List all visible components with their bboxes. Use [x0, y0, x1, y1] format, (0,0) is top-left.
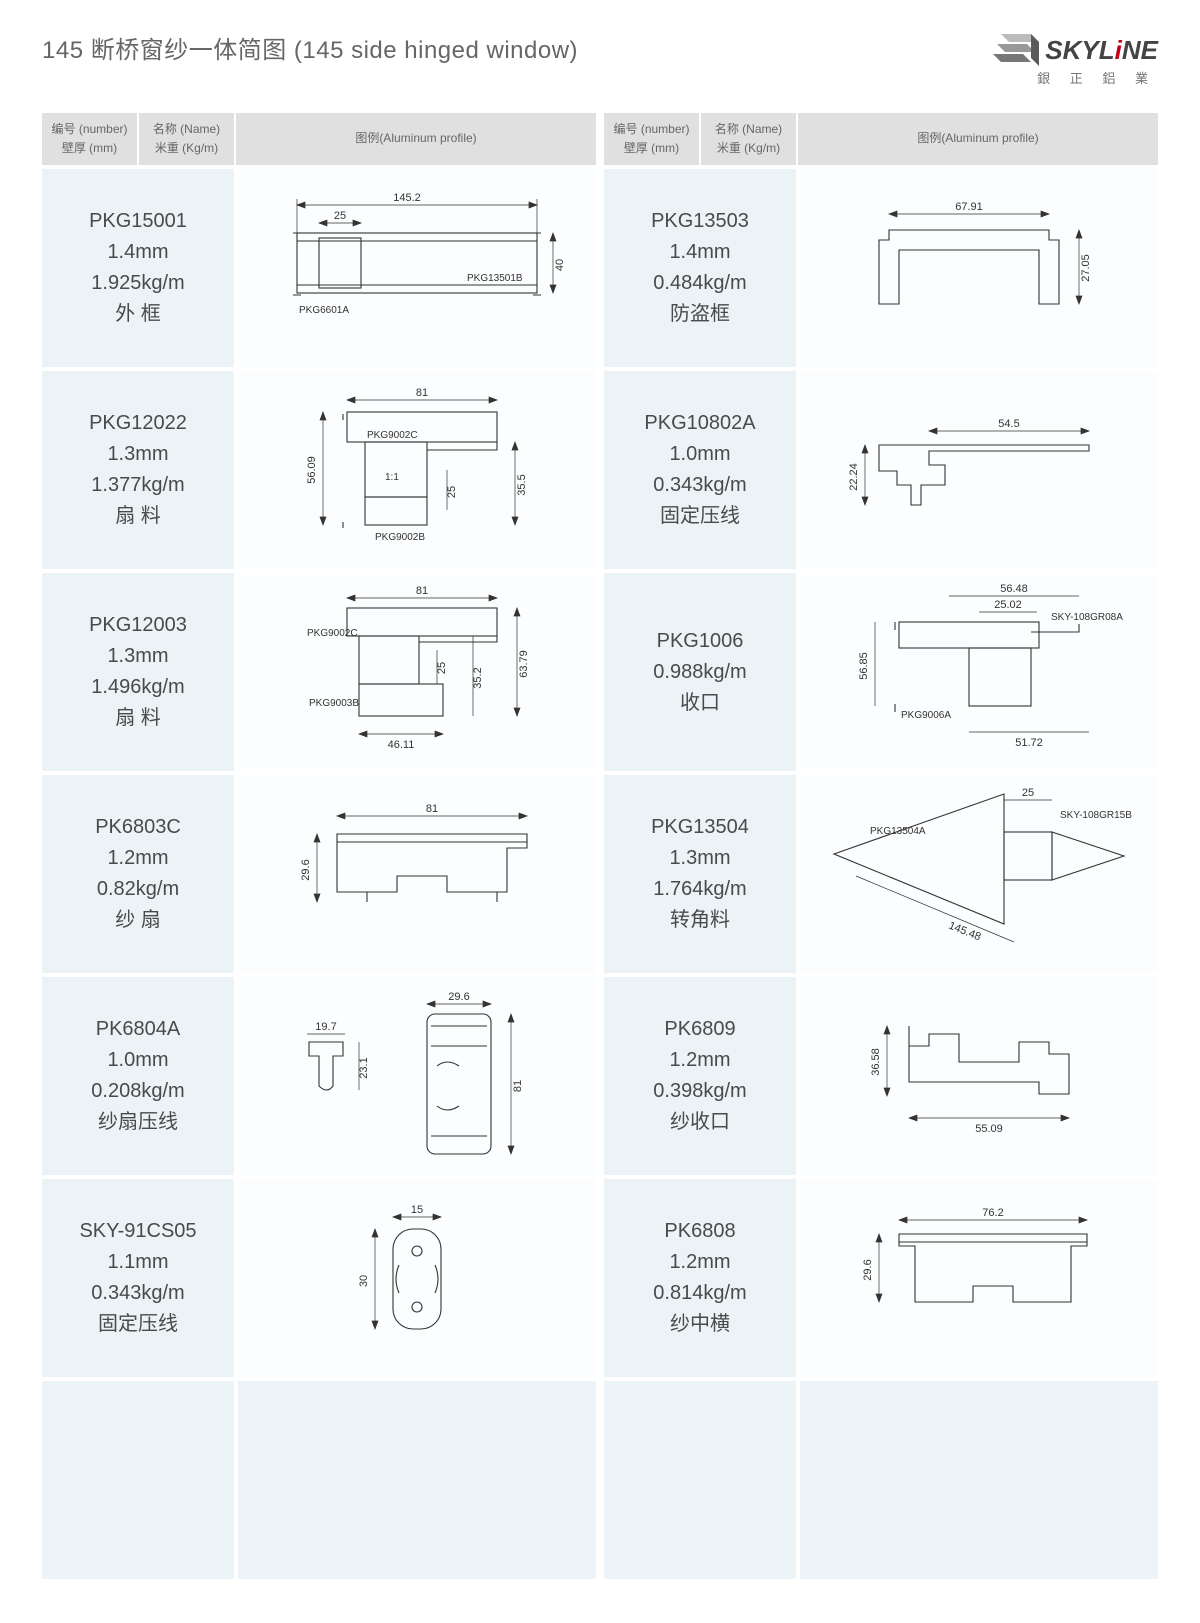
svg-text:56.09: 56.09: [306, 456, 318, 484]
spec-grid: 编号 (number)壁厚 (mm) 名称 (Name)米重 (Kg/m) 图例…: [42, 113, 1158, 1583]
column-header: 编号 (number)壁厚 (mm) 名称 (Name)米重 (Kg/m) 图例…: [604, 113, 1158, 165]
spec-row: PKG135031.4mm 0.484kg/m防盗框 67.91 27.05: [604, 169, 1158, 367]
profile-cell: 81 56.09 35.5 25 PKG9002C: [238, 371, 596, 569]
profile-cell: 56.48 25.02 56.85 51.72 PKG9006A SKY-108…: [800, 573, 1158, 771]
svg-text:SKY-108GR08A: SKY-108GR08A: [1051, 612, 1123, 623]
profile-cell: 19.7 23.1 29.6 81: [238, 977, 596, 1175]
profile-cell: 15 30: [238, 1179, 596, 1377]
info-cell: PK68081.2mm 0.814kg/m纱中横: [604, 1179, 796, 1377]
spec-row: PKG120031.3mm 1.496kg/m扇 料 81 63.: [42, 573, 596, 771]
profile-cell: 67.91 27.05: [800, 169, 1158, 367]
svg-text:29.6: 29.6: [862, 1259, 874, 1280]
info-cell: PK68091.2mm 0.398kg/m纱收口: [604, 977, 796, 1175]
spec-row: PK68081.2mm 0.814kg/m纱中横 76.2 29.6: [604, 1179, 1158, 1377]
svg-text:25.02: 25.02: [994, 599, 1022, 611]
profile-cell: 81 29.6: [238, 775, 596, 973]
spec-row: PKG135041.3mm 1.764kg/m转角料 25 145.48 PKG…: [604, 775, 1158, 973]
svg-text:19.7: 19.7: [315, 1021, 336, 1033]
svg-text:81: 81: [416, 585, 428, 597]
svg-text:56.85: 56.85: [858, 652, 870, 680]
column-header: 编号 (number)壁厚 (mm) 名称 (Name)米重 (Kg/m) 图例…: [42, 113, 596, 165]
brand-logo: SKYLiNE 銀 正 鋁 業: [993, 30, 1158, 87]
svg-text:23.1: 23.1: [358, 1057, 370, 1078]
svg-text:145.2: 145.2: [393, 192, 421, 204]
info-cell: PKG135041.3mm 1.764kg/m转角料: [604, 775, 796, 973]
svg-text:1:1: 1:1: [385, 472, 399, 483]
info-cell: PKG150011.4mm 1.925kg/m外 框: [42, 169, 234, 367]
profile-cell: 25 145.48 PKG13504A SKY-108GR15B: [800, 775, 1158, 973]
svg-text:PKG9003B: PKG9003B: [309, 698, 359, 709]
spec-row: PKG150011.4mm 1.925kg/m外 框 145.2 25: [42, 169, 596, 367]
svg-text:PKG9002B: PKG9002B: [375, 532, 425, 543]
profile-cell: 81 63.79 35.2 25 46.11: [238, 573, 596, 771]
logo-icon: [993, 30, 1039, 70]
spec-row: PK68091.2mm 0.398kg/m纱收口 36.58 55.09: [604, 977, 1158, 1175]
svg-text:35.2: 35.2: [472, 667, 484, 688]
svg-text:29.6: 29.6: [300, 859, 312, 880]
svg-text:81: 81: [426, 803, 438, 815]
svg-text:36.58: 36.58: [870, 1048, 882, 1076]
svg-text:15: 15: [411, 1204, 423, 1216]
svg-text:76.2: 76.2: [982, 1207, 1003, 1219]
svg-text:40: 40: [554, 259, 566, 271]
profile-cell: 76.2 29.6: [800, 1179, 1158, 1377]
page-header: 145 断桥窗纱一体简图 (145 side hinged window) SK…: [42, 30, 1158, 87]
svg-text:PKG9006A: PKG9006A: [901, 710, 951, 721]
logo-text: SKYLiNE: [1045, 35, 1158, 66]
info-cell: PKG1006 0.988kg/m收口: [604, 573, 796, 771]
svg-text:22.24: 22.24: [848, 463, 860, 491]
svg-text:25: 25: [446, 486, 458, 498]
svg-text:PKG9002C: PKG9002C: [367, 430, 418, 441]
svg-text:PKG6601A: PKG6601A: [299, 305, 349, 316]
profile-cell: 36.58 55.09: [800, 977, 1158, 1175]
info-cell: SKY-91CS051.1mm 0.343kg/m固定压线: [42, 1179, 234, 1377]
info-cell: PKG10802A1.0mm 0.343kg/m固定压线: [604, 371, 796, 569]
info-cell: PKG120031.3mm 1.496kg/m扇 料: [42, 573, 234, 771]
page-title: 145 断桥窗纱一体简图 (145 side hinged window): [42, 30, 578, 65]
svg-text:51.72: 51.72: [1015, 737, 1043, 749]
svg-text:29.6: 29.6: [448, 991, 469, 1003]
info-cell: PK6804A1.0mm 0.208kg/m纱扇压线: [42, 977, 234, 1175]
svg-text:SKY-108GR15B: SKY-108GR15B: [1060, 810, 1132, 821]
svg-text:55.09: 55.09: [975, 1123, 1003, 1135]
empty-row: [42, 1381, 596, 1579]
svg-text:54.5: 54.5: [998, 418, 1019, 430]
svg-text:35.5: 35.5: [516, 474, 528, 495]
empty-row: [604, 1381, 1158, 1579]
spec-row: PKG120221.3mm 1.377kg/m扇 料 81 56.: [42, 371, 596, 569]
logo-subtext: 銀 正 鋁 業: [1037, 68, 1156, 87]
profile-cell: 54.5 22.24: [800, 371, 1158, 569]
svg-text:81: 81: [512, 1080, 524, 1092]
info-cell: PK6803C1.2mm 0.82kg/m纱 扇: [42, 775, 234, 973]
svg-text:145.48: 145.48: [947, 920, 983, 944]
profile-cell: 145.2 25 40 PKG6601A PKG13501B: [238, 169, 596, 367]
svg-text:46.11: 46.11: [388, 739, 415, 751]
svg-text:56.48: 56.48: [1000, 583, 1028, 595]
svg-text:30: 30: [358, 1275, 370, 1287]
svg-text:25: 25: [334, 210, 346, 222]
svg-text:PKG13501B: PKG13501B: [467, 273, 523, 284]
svg-text:81: 81: [416, 387, 428, 399]
spec-row: SKY-91CS051.1mm 0.343kg/m固定压线 15 30: [42, 1179, 596, 1377]
svg-text:PKG13504A: PKG13504A: [870, 826, 926, 837]
svg-text:PKG9002C: PKG9002C: [307, 628, 358, 639]
svg-text:25: 25: [436, 662, 448, 674]
svg-text:27.05: 27.05: [1080, 254, 1092, 282]
spec-row: PKG10802A1.0mm 0.343kg/m固定压线 54.5 22.24: [604, 371, 1158, 569]
svg-text:25: 25: [1022, 787, 1034, 799]
info-cell: PKG135031.4mm 0.484kg/m防盗框: [604, 169, 796, 367]
info-cell: PKG120221.3mm 1.377kg/m扇 料: [42, 371, 234, 569]
spec-row: PK6803C1.2mm 0.82kg/m纱 扇 81 29.6: [42, 775, 596, 973]
spec-row: PK6804A1.0mm 0.208kg/m纱扇压线 19.7 23.1: [42, 977, 596, 1175]
svg-text:63.79: 63.79: [518, 650, 530, 678]
svg-text:67.91: 67.91: [955, 201, 983, 213]
spec-row: PKG1006 0.988kg/m收口 56.48 25.02 56.85: [604, 573, 1158, 771]
right-column: 编号 (number)壁厚 (mm) 名称 (Name)米重 (Kg/m) 图例…: [604, 113, 1158, 1583]
left-column: 编号 (number)壁厚 (mm) 名称 (Name)米重 (Kg/m) 图例…: [42, 113, 596, 1583]
